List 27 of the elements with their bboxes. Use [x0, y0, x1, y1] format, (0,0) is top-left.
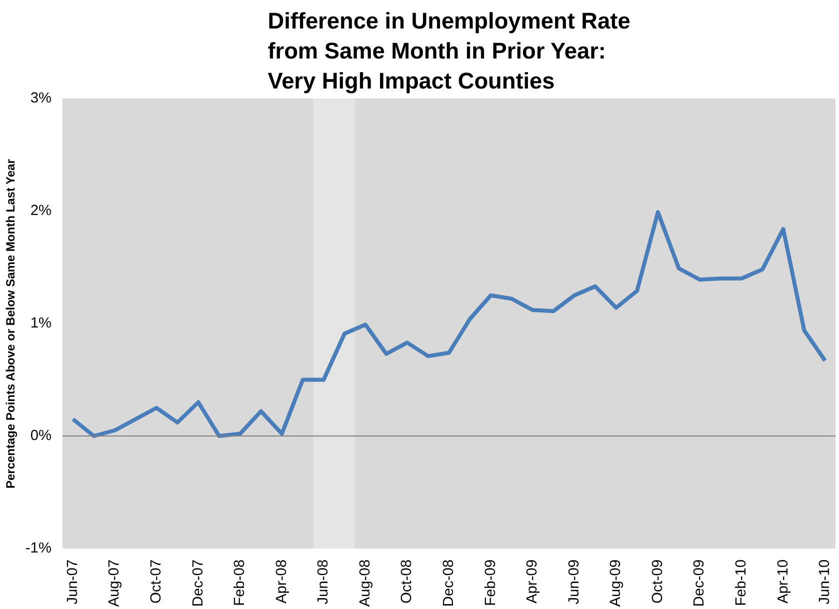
chart-title: Difference in Unemployment Rate from Same Month in Prior Year: Very High Impact Counties	[268, 8, 630, 94]
y-tick-label: 0%	[30, 428, 52, 444]
x-tick-label: Jun-10	[817, 559, 834, 604]
x-tick-label: Dec-08	[441, 559, 457, 607]
line-series	[70, 210, 828, 438]
x-tick-label: Apr-09	[524, 559, 541, 604]
x-tick-label: Aug-09	[608, 559, 624, 607]
x-tick-label: Jun-08	[316, 559, 332, 604]
x-tick-label: Jun-07	[64, 559, 81, 604]
x-tick-label: Apr-10	[775, 559, 792, 604]
y-tick-label: 1%	[30, 316, 52, 332]
x-tick-label: Aug-08	[357, 559, 374, 607]
x-tick-label: Oct-09	[650, 560, 666, 604]
y-axis-title: Percentage Points Above or Below Same Month Last Year	[3, 158, 18, 489]
x-tick-label: Dec-07	[190, 559, 206, 607]
x-tick-label: Feb-09	[482, 559, 499, 606]
y-tick-label: 2%	[30, 203, 52, 219]
x-tick-label: Jun-09	[566, 559, 582, 604]
x-tick-label: Feb-08	[232, 559, 248, 606]
y-tick-label: 3%	[30, 90, 52, 106]
x-tick-label: Aug-07	[106, 559, 123, 607]
x-tick-label: Feb-10	[733, 559, 750, 606]
y-tick-label: -1%	[25, 540, 52, 556]
x-tick-label: Dec-09	[692, 559, 708, 607]
x-tick-label: Oct-07	[148, 560, 165, 604]
x-tick-label: Oct-08	[399, 560, 416, 604]
x-tick-label: Apr-08	[274, 559, 290, 604]
